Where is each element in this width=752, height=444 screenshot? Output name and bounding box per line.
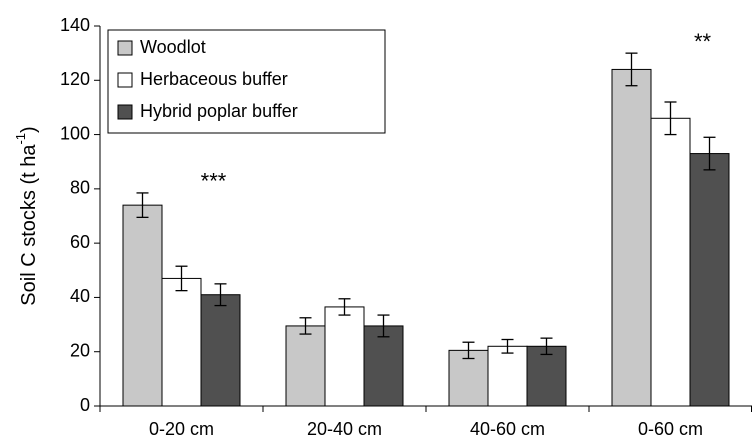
y-tick-label: 80 (70, 178, 90, 198)
legend-swatch (117, 72, 133, 88)
error-bar (377, 314, 390, 338)
error-bar (625, 52, 638, 87)
bar (122, 204, 163, 407)
x-tick-label: 0-20 cm (149, 419, 214, 439)
error-bar (299, 317, 312, 335)
y-axis-label: Soil C stocks (t ha-1) (13, 126, 40, 305)
legend-box (107, 29, 386, 134)
y-tick-label: 40 (70, 286, 90, 306)
bar (650, 117, 691, 407)
error-bar (214, 283, 227, 307)
y-tick-label: 60 (70, 232, 90, 252)
error-bar (540, 337, 553, 356)
x-tick-label: 0-60 cm (638, 419, 703, 439)
error-bar (136, 192, 149, 219)
annotation: *** (201, 169, 227, 194)
y-tick-label: 20 (70, 340, 90, 360)
bar (200, 294, 241, 407)
y-tick-label: 120 (60, 69, 90, 89)
error-bar (462, 341, 475, 360)
error-bar (175, 265, 188, 292)
y-tick-label: 0 (80, 395, 90, 415)
legend-swatch (117, 104, 133, 120)
legend-label: Hybrid poplar buffer (140, 101, 298, 121)
x-tick-label: 20-40 cm (307, 419, 382, 439)
legend-swatch (117, 40, 133, 56)
y-tick-label: 100 (60, 123, 90, 143)
error-bar (703, 136, 716, 171)
annotation: ** (694, 29, 712, 54)
legend-label: Woodlot (140, 37, 206, 57)
y-axis-label-superscript: -1 (13, 133, 28, 145)
bar (487, 345, 528, 407)
error-bar (501, 338, 514, 354)
legend-label: Herbaceous buffer (140, 69, 288, 89)
y-tick-label: 140 (60, 15, 90, 35)
y-axis-label-text: Soil C stocks (t ha (18, 144, 40, 306)
x-tick-label: 40-60 cm (470, 419, 545, 439)
bar (526, 345, 567, 407)
error-bar (338, 298, 351, 316)
bar (689, 153, 730, 407)
bar (324, 306, 365, 407)
bar (363, 325, 404, 407)
bar (161, 277, 202, 407)
bar (611, 68, 652, 407)
y-axis-label-suffix: ) (18, 126, 40, 133)
error-bar (664, 101, 677, 136)
bar (285, 325, 326, 407)
